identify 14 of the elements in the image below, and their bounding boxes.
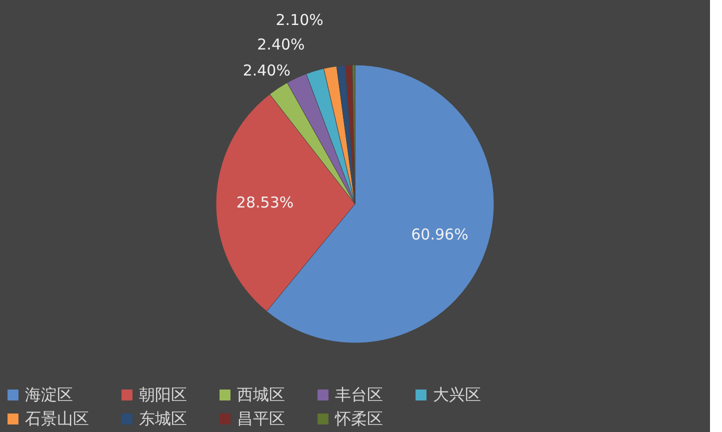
data-label: 28.53% xyxy=(236,194,294,212)
legend-label: 西城区 xyxy=(237,385,285,404)
legend-label: 海淀区 xyxy=(25,385,73,404)
data-label: 60.96% xyxy=(411,225,468,244)
legend-label: 大兴区 xyxy=(433,385,481,404)
legend-label: 怀柔区 xyxy=(334,409,383,428)
data-label: 2.40% xyxy=(257,35,305,54)
legend-label: 昌平区 xyxy=(237,409,285,428)
legend-label: 丰台区 xyxy=(335,385,383,404)
legend-label: 石景山区 xyxy=(25,409,89,428)
legend-label: 朝阳区 xyxy=(139,385,187,404)
data-label: 2.40% xyxy=(242,62,290,80)
data-label: 2.10% xyxy=(276,11,324,30)
legend-label: 东城区 xyxy=(139,409,187,428)
